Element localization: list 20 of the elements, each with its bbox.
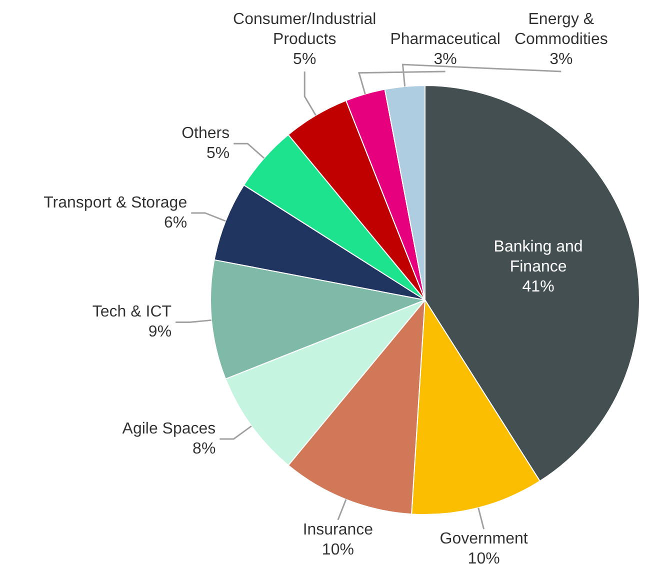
slice-label: Banking and Finance	[494, 238, 583, 276]
data-label: 10%	[468, 550, 500, 568]
data-label: 5%	[206, 145, 230, 162]
data-label: 41%	[522, 278, 554, 296]
slice-label: Agile Spaces	[122, 420, 216, 438]
data-label: 8%	[192, 440, 216, 458]
data-label: 3%	[434, 50, 457, 68]
slice-label: Tech & ICT	[92, 304, 172, 321]
data-label: 5%	[293, 50, 316, 68]
slice-label: Government	[440, 530, 528, 548]
data-label: 6%	[164, 214, 188, 232]
slice-label: Others	[182, 125, 230, 142]
slice-label: Transport & Storage	[44, 194, 188, 212]
slice-label: Insurance	[302, 521, 374, 538]
data-label: 9%	[148, 324, 172, 341]
slice-label: Pharmaceutical	[390, 30, 500, 48]
slice-label: Consumer/Industrial Products	[233, 10, 376, 48]
data-label: 3%	[550, 50, 573, 68]
slice-label: Energy & Commodities	[514, 10, 608, 48]
data-label: 10%	[322, 541, 354, 558]
